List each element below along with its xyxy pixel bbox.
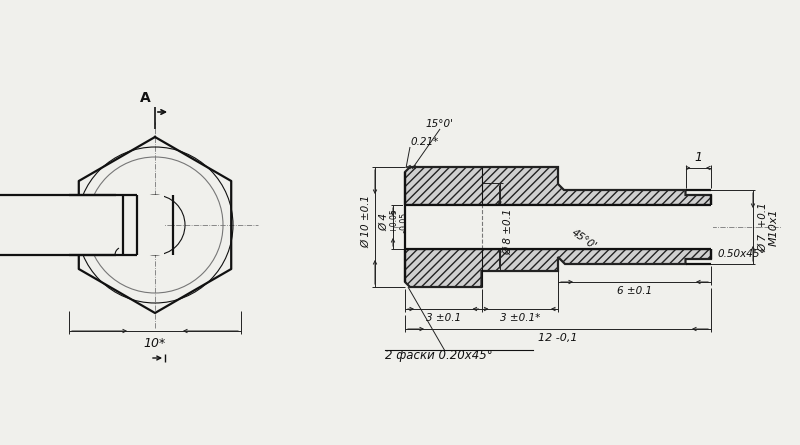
- Bar: [0, 195, 147, 255]
- Text: 0.21*: 0.21*: [410, 137, 438, 147]
- Text: 15°0': 15°0': [426, 119, 454, 129]
- Text: 45°0': 45°0': [570, 228, 598, 252]
- Text: 3 ±0.1*: 3 ±0.1*: [499, 313, 540, 323]
- Text: Ø 10 ±0.1: Ø 10 ±0.1: [361, 194, 371, 247]
- Bar: [403, 205, 713, 249]
- Text: 0.50x45°: 0.50x45°: [717, 249, 765, 259]
- Text: 6 ±0.1: 6 ±0.1: [617, 286, 652, 296]
- Text: 12 -0,1: 12 -0,1: [538, 333, 578, 343]
- Text: Ø 7  +0.1: Ø 7 +0.1: [758, 202, 768, 252]
- Text: Ø 8 ±0.1: Ø 8 ±0.1: [503, 209, 514, 255]
- Text: 2 фаски 0.20x45°: 2 фаски 0.20x45°: [385, 349, 493, 362]
- Text: A: A: [140, 91, 150, 105]
- Text: Ø 4: Ø 4: [379, 213, 389, 231]
- Text: 10*: 10*: [144, 337, 166, 350]
- Polygon shape: [405, 167, 711, 205]
- Text: 3 ±0.1: 3 ±0.1: [426, 313, 461, 323]
- Text: 3.90: 3.90: [19, 203, 44, 213]
- Polygon shape: [405, 249, 711, 287]
- Text: M10x1: M10x1: [769, 208, 779, 246]
- Bar: [69, 195, 164, 255]
- Text: 1: 1: [694, 151, 702, 164]
- Text: +0.05
 -0.05: +0.05 -0.05: [390, 209, 410, 235]
